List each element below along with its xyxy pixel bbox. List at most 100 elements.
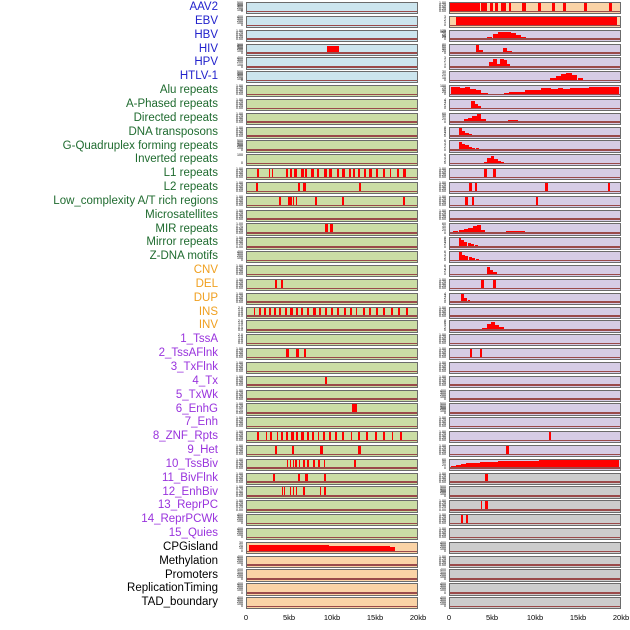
- data-bar: [561, 73, 567, 82]
- axis-baseline: [247, 162, 417, 165]
- axis-baseline: [247, 564, 417, 566]
- data-bar: [478, 49, 484, 54]
- track-label-3-txflnk: 3_TxFlnk: [170, 360, 218, 373]
- y-tick-label: 100: [440, 574, 446, 579]
- y-tick-label: 0.25: [439, 450, 446, 455]
- data-bar: [563, 89, 570, 96]
- y-tick-label: 4: [444, 129, 446, 134]
- y-axis-ticks: 1.00 0.75 0.50 0.25 0.00: [425, 347, 447, 360]
- y-tick-label: 0.00: [439, 369, 446, 374]
- track-canvas: [247, 432, 417, 442]
- y-tick-label: 0.00: [236, 244, 243, 249]
- data-bar: [492, 169, 496, 179]
- y-tick-label: 40: [442, 46, 446, 51]
- y-axis-ticks: 60 40 20 0: [425, 112, 447, 125]
- data-bar: [320, 487, 322, 497]
- y-tick-label: 1.00: [236, 402, 243, 407]
- y-axis-ticks: 1.00 0.75 0.50 0.25 0.00: [222, 126, 244, 139]
- y-tick-label: 1.00: [236, 194, 243, 199]
- y-tick-label: 1: [444, 61, 446, 66]
- data-bar: [325, 376, 328, 386]
- y-tick-label: 0.50: [236, 378, 243, 383]
- x-tick-label: 0: [446, 613, 452, 622]
- y-tick-label: 0.25: [236, 353, 243, 358]
- data-bar: [450, 3, 480, 13]
- y-tick-label: 1.00: [439, 430, 446, 435]
- y-axis-ticks: 400 300 200 100 0: [222, 513, 244, 526]
- y-tick-label: 0: [444, 576, 446, 581]
- y-tick-label: 0.00: [236, 452, 243, 457]
- data-bar: [276, 432, 279, 442]
- y-tick-label: 0.75: [236, 99, 243, 104]
- data-bar: [566, 73, 573, 82]
- data-bar: [390, 307, 394, 317]
- x-tick-label: 5kb: [485, 613, 499, 622]
- data-bar: [405, 307, 408, 317]
- y-tick-label: 200: [237, 517, 243, 522]
- y-tick-label: 0.25: [236, 491, 243, 496]
- data-bar: [303, 182, 306, 193]
- axis-baseline: [450, 287, 620, 290]
- track-plot: [246, 223, 418, 236]
- y-tick-label: 0.25: [236, 283, 243, 288]
- y-axis-ticks: 1.00 0.75 0.50 0.25 0.00: [425, 361, 447, 374]
- y-tick-label: 8: [444, 319, 446, 324]
- data-bar: [376, 307, 379, 317]
- y-tick-label: 0.50: [236, 434, 243, 439]
- track-plot: [246, 2, 418, 15]
- y-tick-label: 1.00: [236, 84, 243, 89]
- data-bar: [285, 307, 287, 317]
- y-tick-label: 0.75: [439, 418, 446, 423]
- y-tick-label: 0.00: [236, 216, 243, 221]
- axis-baseline: [247, 467, 417, 469]
- track-label-htlv-1: HTLV-1: [179, 70, 218, 83]
- y-tick-label: 0.00: [236, 230, 243, 235]
- y-tick-label: 0.00: [439, 438, 446, 443]
- y-tick-label: 0.50: [439, 531, 446, 536]
- y-tick-label: 0.50: [236, 185, 243, 190]
- track-canvas: [247, 169, 417, 179]
- y-axis-ticks: 1.00 0.75 0.50 0.25 0.00: [425, 555, 447, 568]
- track-plot: [246, 361, 418, 375]
- x-tick-label: 15kb: [569, 613, 587, 622]
- y-tick-label: 0.50: [236, 198, 243, 203]
- data-bar: [284, 487, 286, 497]
- y-tick-label: 1.00: [439, 180, 446, 185]
- y-axis-ticks: 1.00 0.75 0.50 0.25 0.00: [222, 292, 244, 305]
- track-canvas: [247, 266, 417, 276]
- y-tick-label: 0.50: [236, 226, 243, 231]
- track-canvas: [450, 16, 620, 27]
- y-tick-label: 0.75: [439, 473, 446, 478]
- data-bar: [556, 460, 577, 469]
- y-axis-ticks: 1.00 0.75 0.50 0.25 0.00: [425, 278, 447, 291]
- y-axis-ticks: 500 400 300 200 100 0: [425, 486, 447, 498]
- y-tick-label: 2: [444, 269, 446, 274]
- data-bar: [248, 544, 329, 553]
- track-plot: [449, 126, 621, 139]
- x-tick-label: 15kb: [366, 613, 384, 622]
- y-tick-label: 0.25: [236, 104, 243, 109]
- y-tick-label: 0.75: [236, 362, 243, 367]
- y-tick-label: 0.25: [439, 422, 446, 427]
- data-bar: [315, 196, 318, 206]
- y-tick-label: 60: [442, 44, 446, 49]
- data-bar: [301, 432, 305, 442]
- y-tick-label: 0.00: [236, 133, 243, 138]
- y-tick-label: 0.25: [236, 187, 243, 192]
- y-tick-label: 200: [237, 144, 243, 149]
- data-bar: [548, 432, 552, 442]
- track-plot: [449, 223, 621, 236]
- track-canvas: [450, 598, 620, 608]
- y-axis-ticks: 1.00 0.75 0.50 0.25 0.00: [222, 98, 244, 111]
- data-bar: [510, 461, 524, 469]
- y-axis-ticks: 1.00 0.75 0.50 0.25 0.00: [425, 209, 447, 222]
- y-tick-label: 0.25: [439, 339, 446, 344]
- data-bar: [342, 432, 345, 442]
- y-tick-label: 300: [237, 556, 243, 561]
- track-label-11-bivflnk: 11_BivFlnk: [161, 471, 218, 484]
- track-plot: [246, 389, 418, 402]
- data-bar: [318, 459, 320, 469]
- y-tick-label: 0.25: [236, 117, 243, 122]
- track-canvas: [450, 432, 620, 442]
- track-canvas: [247, 529, 417, 539]
